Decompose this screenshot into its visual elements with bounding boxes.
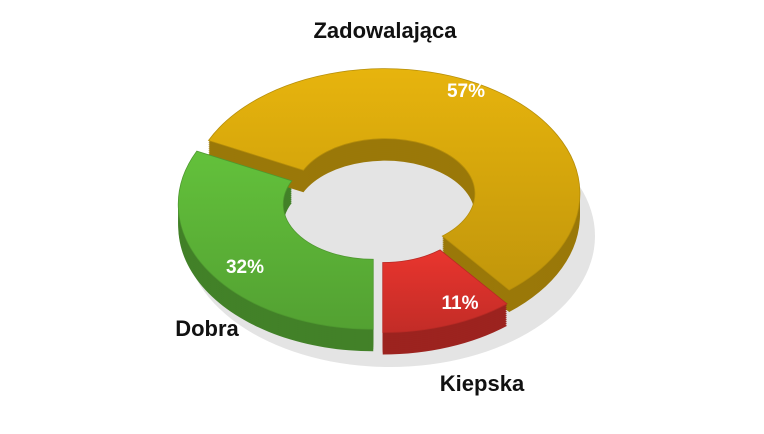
category-label: Zadowalająca (313, 18, 457, 43)
value-label: 32% (226, 257, 264, 278)
category-label: Dobra (175, 316, 239, 341)
value-label: 57% (447, 81, 485, 102)
slice (382, 249, 508, 333)
slice (207, 68, 581, 291)
slice (177, 150, 374, 330)
category-label: Kiepska (440, 371, 525, 396)
value-label: 11% (442, 293, 479, 314)
